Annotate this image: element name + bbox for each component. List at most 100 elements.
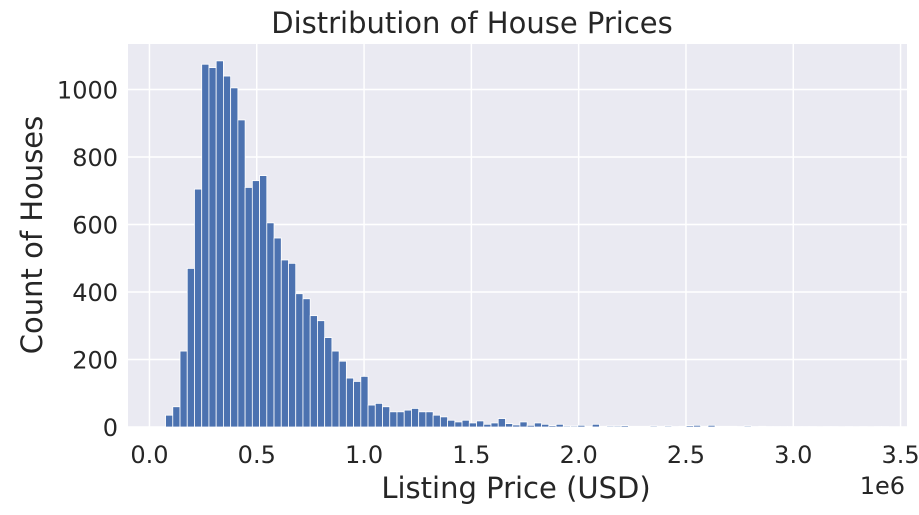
y-tick-label: 400 (72, 279, 118, 307)
histogram-bar (685, 425, 694, 428)
histogram-bar (505, 423, 514, 428)
histogram-bar (656, 425, 665, 428)
histogram-bar (758, 425, 767, 428)
histogram-bar (403, 409, 412, 428)
histogram-bar (562, 425, 571, 428)
histogram-bar (512, 424, 521, 428)
histogram-bar (208, 67, 217, 428)
histogram-bar (215, 60, 224, 428)
histogram-bar (396, 411, 405, 428)
histogram-bar (714, 425, 723, 428)
histogram-bar (179, 350, 188, 428)
histogram-bar (497, 418, 506, 428)
histogram-bar (461, 419, 470, 428)
histogram-bars (165, 60, 890, 428)
histogram-bar (165, 414, 174, 428)
histogram-bar (483, 423, 492, 428)
histogram-bar (707, 424, 716, 428)
histogram-bar (577, 424, 586, 428)
histogram-bar (280, 259, 289, 428)
histogram-bar (591, 423, 600, 428)
x-tick-labels: 0.0 0.5 1.0 1.5 2.0 2.5 3.0 3.5 (130, 441, 919, 469)
histogram-bar (743, 425, 752, 428)
x-tick-label: 3.5 (881, 441, 919, 469)
histogram-bar (700, 425, 709, 428)
histogram-bar (425, 411, 434, 428)
x-tick-label: 3.0 (774, 441, 812, 469)
histogram-bar (722, 425, 731, 428)
x-tick-label: 1.0 (345, 441, 383, 469)
histogram-bar (635, 425, 644, 428)
histogram-bar (454, 421, 463, 428)
histogram-bar (360, 375, 369, 428)
histogram-bar (194, 188, 203, 428)
histogram-bar (432, 414, 441, 428)
histogram-bar (244, 187, 253, 428)
histogram-bar (230, 87, 239, 428)
y-tick-label: 200 (72, 347, 118, 375)
histogram-bar (599, 425, 608, 428)
histogram-bar (201, 63, 210, 428)
histogram-bar (447, 419, 456, 428)
histogram-bar (367, 404, 376, 428)
histogram-bar (237, 119, 246, 428)
histogram-bar (331, 350, 340, 428)
histogram-bar (570, 425, 579, 428)
histogram-bar (411, 408, 420, 428)
histogram-bar (548, 425, 557, 428)
histogram-bar (317, 320, 326, 428)
histogram-bar (729, 425, 738, 428)
histogram-bar (273, 237, 282, 428)
histogram-bar (295, 293, 304, 428)
histogram-bar (693, 424, 702, 428)
histogram-bar (338, 360, 347, 428)
histogram-bar (555, 423, 564, 428)
histogram-bar (613, 425, 622, 428)
histogram-bar (476, 420, 485, 428)
histogram-bar (584, 425, 593, 428)
histogram-bar (302, 298, 311, 428)
histogram-bar (533, 422, 543, 428)
histogram-bar (519, 421, 528, 428)
y-axis-title: Count of Houses (15, 116, 49, 355)
histogram-bar (541, 423, 550, 428)
histogram-bar (620, 425, 629, 428)
histogram-bar (649, 425, 658, 428)
histogram-bar (324, 337, 333, 428)
histogram-bar (490, 422, 499, 428)
histogram-bar (353, 381, 362, 428)
histogram-bar (309, 315, 318, 428)
histogram-bar (382, 406, 391, 428)
y-tick-label: 0 (103, 414, 118, 442)
y-tick-labels: 0 200 400 600 800 1000 (57, 77, 118, 442)
histogram-bar (418, 411, 427, 428)
y-tick-label: 800 (72, 144, 118, 172)
histogram-bar (678, 425, 687, 428)
x-tick-label: 0.0 (130, 441, 168, 469)
histogram-bar (664, 425, 673, 428)
x-tick-label: 2.0 (560, 441, 598, 469)
histogram-bar (628, 425, 637, 428)
histogram-bar (288, 262, 297, 428)
histogram-bar (468, 422, 477, 428)
histogram-bar (345, 377, 354, 428)
histogram-bar (223, 75, 232, 428)
chart-title: Distribution of House Prices (271, 6, 673, 40)
histogram-bar (389, 411, 398, 428)
histogram-bar (642, 425, 651, 428)
histogram-bar (259, 175, 268, 428)
histogram-bar (526, 424, 535, 428)
histogram-bar (266, 222, 275, 428)
histogram-bar (374, 402, 383, 428)
x-tick-label: 2.5 (667, 441, 705, 469)
x-axis-offset-label: 1e6 (860, 472, 905, 500)
x-tick-label: 1.5 (452, 441, 490, 469)
histogram-bar (186, 268, 195, 428)
x-axis-title: Listing Price (USD) (381, 471, 650, 505)
y-tick-label: 600 (72, 212, 118, 240)
x-tick-label: 0.5 (238, 441, 276, 469)
histogram-bar (606, 425, 615, 428)
histogram-bar (439, 416, 449, 428)
histogram-bar (172, 406, 181, 428)
